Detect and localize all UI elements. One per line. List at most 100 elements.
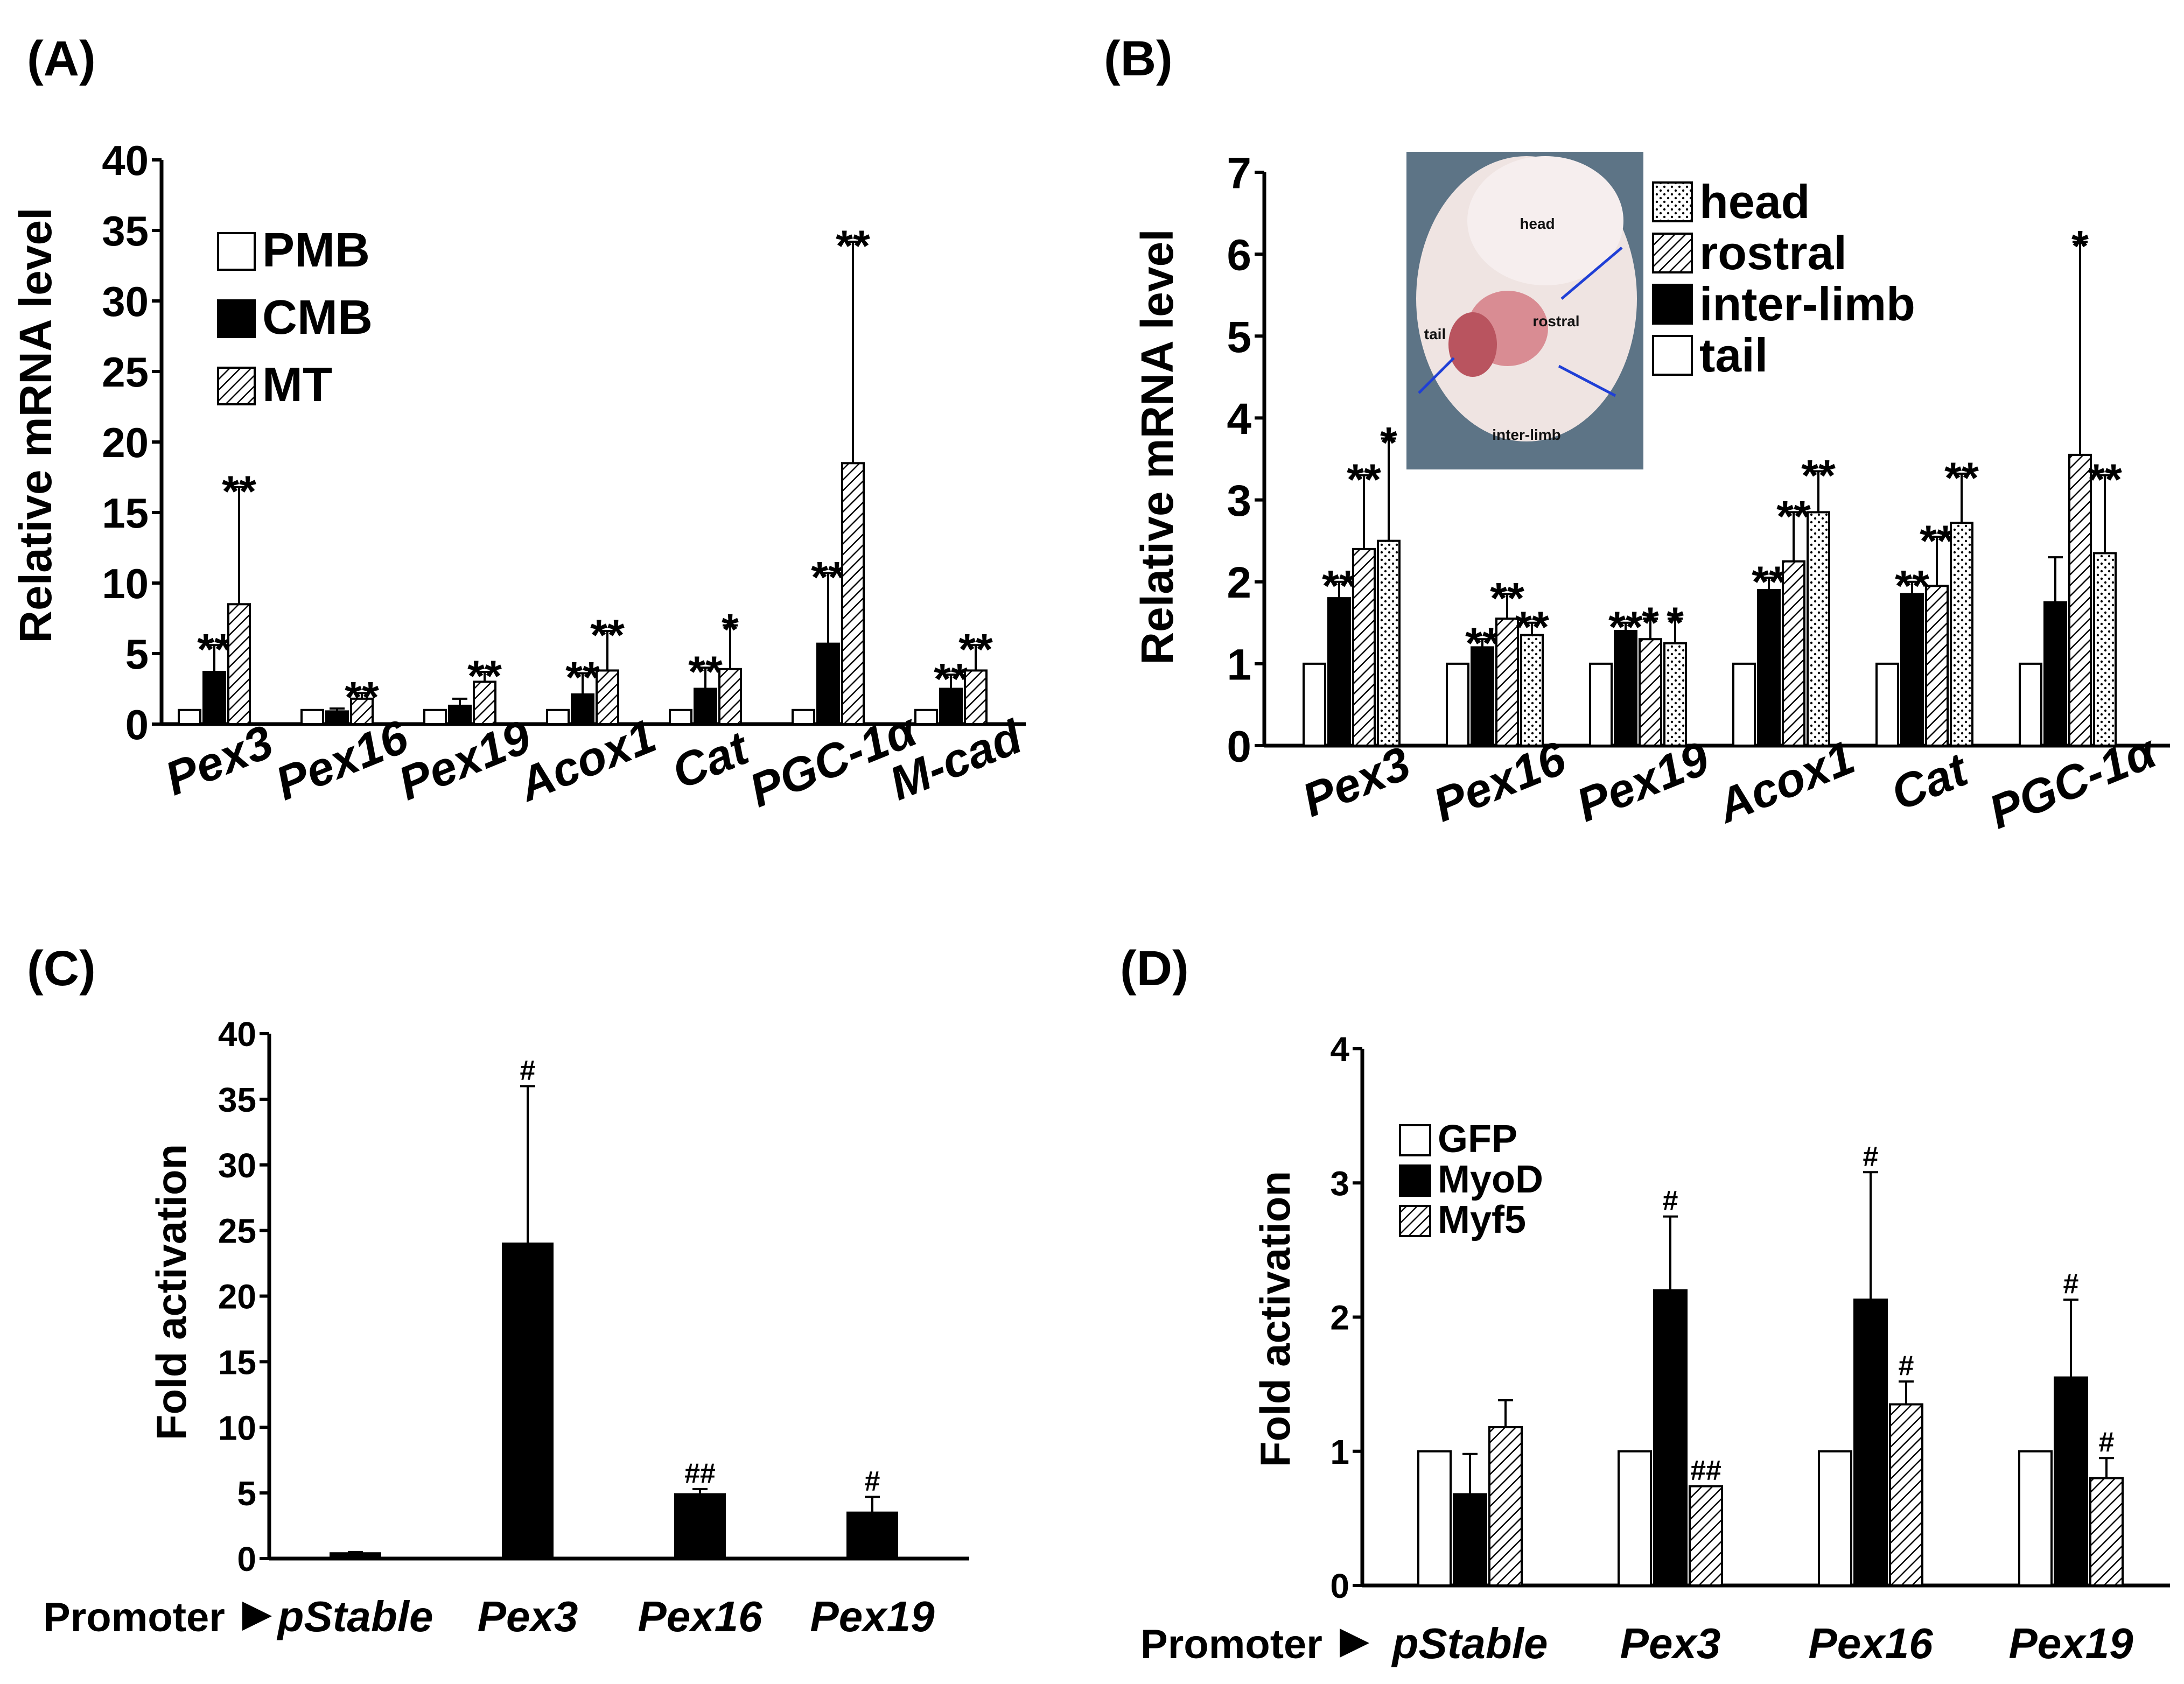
y-tick-label: 25 <box>102 348 149 396</box>
y-tick-label: 35 <box>218 1080 256 1119</box>
legend-swatch <box>1652 335 1693 376</box>
category-label: Pex16 <box>1808 1619 1933 1667</box>
bar <box>1377 539 1401 747</box>
y-tick-label: 15 <box>218 1343 256 1381</box>
y-tick-label: 0 <box>237 1540 256 1578</box>
significance-mark: ** <box>1322 562 1356 611</box>
bar <box>2018 1450 2053 1587</box>
significance-mark: ** <box>345 673 379 722</box>
legend-label: inter-limb <box>1699 277 1915 331</box>
y-tick-label: 0 <box>125 701 149 748</box>
category-label: Cat <box>664 720 757 799</box>
bar <box>718 668 742 725</box>
bar <box>1732 662 1756 747</box>
significance-mark: * <box>722 606 739 655</box>
significance-mark: ** <box>1801 451 1836 500</box>
significance-mark: ** <box>565 654 600 703</box>
cut-line <box>1558 364 1616 397</box>
y-tick-label: 0 <box>1330 1567 1349 1605</box>
bar <box>2089 1477 2124 1587</box>
significance-mark: * <box>1380 418 1397 467</box>
category-label: Pex19 <box>2008 1619 2133 1667</box>
bar <box>816 642 840 726</box>
arrow-icon <box>1340 1629 1369 1658</box>
bar <box>1782 560 1805 747</box>
bar <box>546 708 570 726</box>
y-tick-label: 10 <box>218 1408 256 1447</box>
legend-label: Myf5 <box>1438 1198 1526 1241</box>
bar <box>1352 548 1376 747</box>
bar <box>1614 630 1637 747</box>
y-tick-label: 25 <box>218 1212 256 1251</box>
y-tick-label: 7 <box>1227 149 1251 198</box>
bar <box>448 704 472 725</box>
y-tick-label: 30 <box>218 1146 256 1185</box>
bar <box>473 680 496 726</box>
y-tick-label: 3 <box>1330 1164 1349 1203</box>
y-tick-label: 20 <box>102 419 149 466</box>
bar <box>669 708 692 726</box>
y-tick-label: 5 <box>125 630 149 678</box>
y-axis-label: Relative mRNA level <box>1132 229 1182 664</box>
y-tick-label: 1 <box>1227 640 1251 689</box>
significance-mark: ## <box>684 1458 716 1489</box>
x-prefix-label: Promoter <box>1140 1622 1322 1667</box>
panel-a: (A)Relative mRNA level0510152025303540**… <box>10 31 1030 817</box>
significance-mark: ** <box>197 625 232 674</box>
bar <box>1417 1450 1452 1587</box>
cut-line <box>1560 247 1623 300</box>
significance-mark: ** <box>1944 454 1979 503</box>
significance-mark: ** <box>467 652 502 701</box>
y-tick-label: 15 <box>102 489 149 537</box>
significance-mark: * <box>1642 599 1659 648</box>
legend-swatch <box>1399 1164 1431 1197</box>
legend-swatch <box>1652 284 1693 325</box>
bar <box>1639 638 1662 747</box>
legend-label: GFP <box>1438 1118 1517 1161</box>
bar <box>1875 662 1899 747</box>
panel-label: (D) <box>1120 941 1189 996</box>
significance-mark: ** <box>1752 558 1786 607</box>
y-tick-label: 5 <box>1227 313 1251 362</box>
bar <box>1818 1450 1852 1587</box>
y-tick-label: 20 <box>218 1278 256 1316</box>
legend-label: CMB <box>262 291 373 345</box>
bar <box>1589 662 1613 747</box>
significance-mark: # <box>1863 1141 1879 1172</box>
y-tick-label: 30 <box>102 278 149 325</box>
bar <box>674 1493 726 1560</box>
inset-label: tail <box>1424 326 1446 342</box>
bar <box>1900 593 1924 747</box>
significance-mark: ** <box>1608 603 1643 652</box>
bar <box>1303 662 1326 747</box>
bar <box>1618 1450 1652 1587</box>
embryo-tissue <box>1448 312 1497 377</box>
bar <box>350 697 374 725</box>
y-tick-label: 2 <box>1330 1299 1349 1337</box>
bar <box>914 708 938 726</box>
y-tick-label: 0 <box>1227 722 1251 771</box>
significance-mark: # <box>2063 1268 2079 1300</box>
panel-c: (C) Fold activation 0 5 10 15 20 25 30 35 40 pStabl… <box>27 941 969 1640</box>
embryo-head <box>1467 156 1623 285</box>
significance-mark: ** <box>1515 603 1549 652</box>
bar <box>1853 1299 1888 1587</box>
y-tick-label: 40 <box>102 137 149 184</box>
category-label: Pex3 <box>158 714 281 805</box>
bar <box>1488 1426 1523 1587</box>
legend-label: MyoD <box>1438 1158 1543 1201</box>
significance-mark: ** <box>934 655 968 704</box>
bar <box>1453 1493 1487 1587</box>
bar <box>330 1552 381 1560</box>
significance-mark: ** <box>836 222 870 271</box>
significance-mark: # <box>2099 1427 2115 1458</box>
legend-swatch <box>217 299 256 338</box>
significance-mark: # <box>520 1055 536 1086</box>
bar <box>300 708 324 726</box>
significance-mark: ** <box>1490 574 1524 623</box>
legend-swatch <box>217 232 256 271</box>
bar <box>1925 585 1949 747</box>
embryo-inset-image: head rostral tail inter-limb <box>1406 152 1643 469</box>
significance-mark: # <box>1899 1350 1914 1381</box>
